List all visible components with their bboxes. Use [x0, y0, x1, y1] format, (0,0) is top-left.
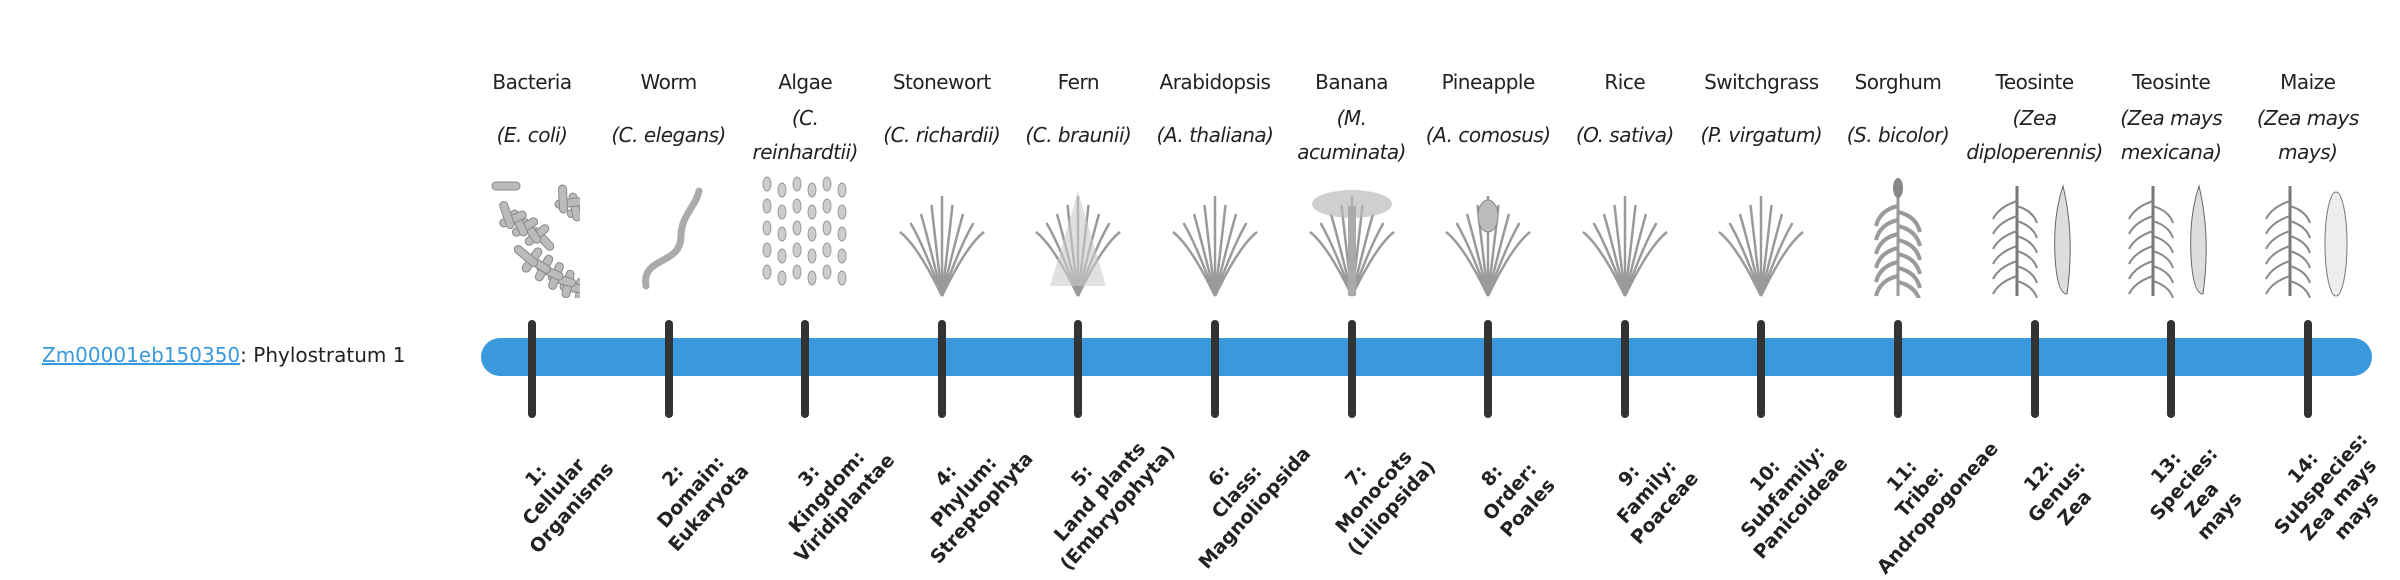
- stratum-tick: [664, 320, 673, 418]
- stratum-label: 12: Genus: Zea: [2005, 440, 2108, 544]
- stratum-label: 6: Class: Magnoliopsida: [1158, 410, 1316, 574]
- stratum-tick: [1757, 320, 1766, 418]
- organism-column: Banana (M. acuminata): [1284, 64, 1420, 298]
- organism-common-name: Rice: [1604, 70, 1646, 94]
- organism-common-name: Bacteria: [492, 70, 572, 94]
- organism-scientific-name: (O. sativa): [1575, 123, 1674, 147]
- organism-scientific-name: (A. thaliana): [1156, 123, 1274, 147]
- organism-common-name: Fern: [1057, 70, 1100, 94]
- organism-column: Bacteria (E. coli): [464, 64, 600, 298]
- stratum-tick: [801, 320, 810, 418]
- organism-column: Fern (C. braunii): [1010, 64, 1146, 298]
- stratum-tick: [2303, 320, 2312, 418]
- organism-column: Pineapple (A. comosus): [1420, 64, 1556, 298]
- teosinte-icon: [1967, 176, 2103, 298]
- stratum-tick: [937, 320, 946, 418]
- phylostratum-text: : Phylostratum 1: [240, 343, 406, 367]
- organism-scientific-name: (C. elegans): [611, 123, 726, 147]
- worm-icon: [601, 176, 737, 298]
- stratum-tick: [1074, 320, 1083, 418]
- organism-scientific-name: (C. braunii): [1025, 123, 1132, 147]
- switchgrass-icon: [1693, 176, 1829, 298]
- organism-column: Maize (Zea mays mays): [2240, 64, 2376, 298]
- organism-common-name: Arabidopsis: [1159, 70, 1271, 94]
- organism-common-name: Stonewort: [892, 70, 991, 94]
- arabidopsis-icon: [1147, 176, 1283, 298]
- maize-icon: [2240, 176, 2376, 298]
- stratum-label: 2: Domain: Eukaryota: [627, 428, 753, 557]
- teosinte-mexicana-icon: [2103, 176, 2239, 298]
- stratum-label: 9: Family: Poaceae: [1590, 435, 1703, 550]
- organism-scientific-name: (C. richardii): [883, 123, 1001, 147]
- stonewort-icon: [874, 176, 1010, 298]
- stratum-label: 4: Phylum: Streptophyta: [889, 415, 1038, 569]
- organism-scientific-name: (P. virgatum): [1700, 123, 1823, 147]
- stratum-label: 1: Cellular Organisms: [489, 425, 619, 558]
- stratum-tick: [1620, 320, 1629, 418]
- stratum-label: 11: Tribe: Andropogoneae: [1836, 405, 2003, 579]
- organism-common-name: Worm: [640, 70, 697, 94]
- rice-icon: [1557, 176, 1693, 298]
- organism-column: Teosinte (Zea mays mexicana): [2103, 64, 2239, 298]
- organism-scientific-name: (C. reinhardtii): [752, 106, 859, 164]
- fern-icon: [1010, 176, 1146, 298]
- organism-common-name: Switchgrass: [1704, 70, 1819, 94]
- organism-scientific-name: (Zea mays mexicana): [2120, 106, 2223, 164]
- bacteria-icon: [464, 176, 600, 298]
- organism-common-name: Teosinte: [2132, 70, 2211, 94]
- organism-column: Sorghum (S. bicolor): [1830, 64, 1966, 298]
- algae-icon: [737, 176, 873, 298]
- organism-scientific-name: (Zea diploperennis): [1966, 106, 2103, 164]
- stratum-tick: [528, 320, 536, 418]
- stratum-label: 7: Monocots (Liliopsida): [1307, 423, 1441, 560]
- organism-common-name: Pineapple: [1441, 70, 1536, 94]
- organism-scientific-name: (M. acuminata): [1297, 106, 1406, 164]
- stratum-tick: [1211, 320, 1219, 418]
- stratum-tick: [2167, 320, 2176, 418]
- organism-scientific-name: (A. comosus): [1425, 123, 1551, 147]
- stratum-tick: [2030, 320, 2039, 418]
- organism-column: Algae (C. reinhardtii): [737, 64, 873, 298]
- stratum-label: 10: Subfamily: Panicoideae: [1713, 420, 1853, 564]
- organism-common-name: Algae: [778, 70, 833, 94]
- stratum-tick: [1347, 320, 1356, 418]
- sorghum-icon: [1830, 176, 1966, 298]
- stratum-label: 8: Order: Poales: [1460, 442, 1561, 543]
- stratum-label: 5: Land plants (Embryophyta): [1020, 408, 1181, 575]
- pineapple-icon: [1420, 176, 1556, 298]
- phylostrata-timeline-bar: [481, 338, 2372, 376]
- banana-icon: [1284, 176, 1420, 298]
- stratum-tick: [1484, 320, 1493, 418]
- organism-common-name: Sorghum: [1854, 70, 1942, 94]
- organism-scientific-name: (Zea mays mays): [2256, 106, 2359, 164]
- stratum-label: 13: Species: Zea mays: [2127, 427, 2258, 558]
- organism-common-name: Maize: [2280, 70, 2336, 94]
- organism-scientific-name: (E. coli): [496, 123, 568, 147]
- stratum-label: 14: Subspecies: Zea mays mays: [2251, 412, 2400, 571]
- stratum-tick: [1894, 320, 1902, 418]
- organism-column: Teosinte (Zea diploperennis): [1966, 64, 2103, 298]
- gene-label: Zm00001eb150350: Phylostratum 1: [42, 338, 405, 372]
- organism-column: Worm (C. elegans): [601, 64, 737, 298]
- stratum-label: 3: Kingdom: Viridiplantae: [754, 417, 900, 568]
- organism-column: Stonewort (C. richardii): [874, 64, 1010, 298]
- organism-column: Rice (O. sativa): [1557, 64, 1693, 298]
- organism-column: Arabidopsis (A. thaliana): [1147, 64, 1283, 298]
- organism-column: Switchgrass (P. virgatum): [1693, 64, 1829, 298]
- organism-common-name: Banana: [1315, 70, 1389, 94]
- organism-common-name: Teosinte: [1995, 70, 2075, 94]
- gene-id-link[interactable]: Zm00001eb150350: [42, 343, 241, 367]
- organism-scientific-name: (S. bicolor): [1846, 123, 1950, 147]
